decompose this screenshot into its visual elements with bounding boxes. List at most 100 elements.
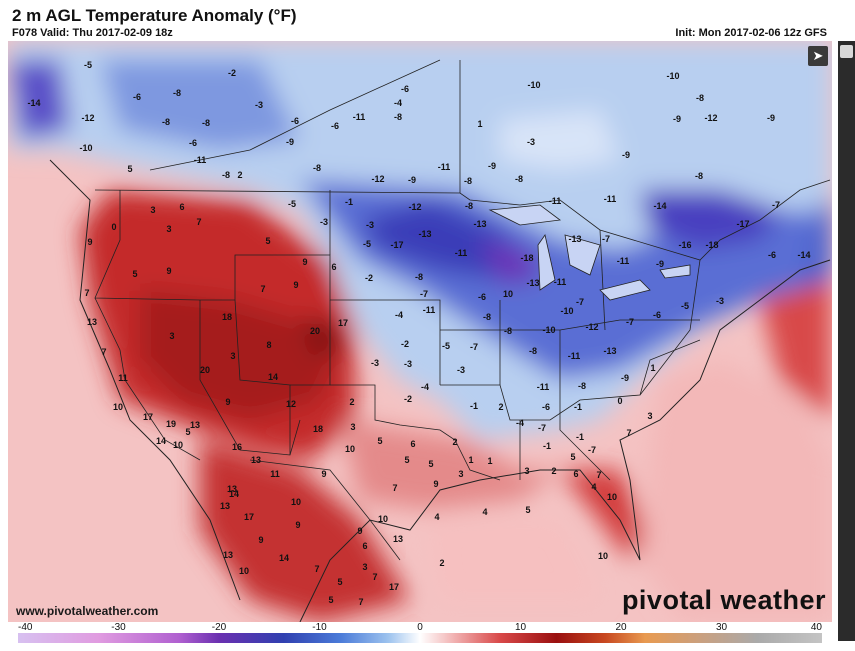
anomaly-label: 9 xyxy=(357,526,362,536)
anomaly-label: 5 xyxy=(328,595,333,605)
anomaly-label: -12 xyxy=(408,202,421,212)
anomaly-label: 12 xyxy=(286,399,296,409)
anomaly-label: -18 xyxy=(705,240,718,250)
anomaly-label: -11 xyxy=(554,277,567,287)
anomaly-label: -3 xyxy=(527,137,535,147)
anomaly-label: -12 xyxy=(585,322,598,332)
anomaly-label: 2 xyxy=(349,397,354,407)
anomaly-label: 13 xyxy=(251,455,261,465)
anomaly-label: 13 xyxy=(220,501,230,511)
anomaly-label: 0 xyxy=(617,396,622,406)
anomaly-label: -8 xyxy=(465,201,473,211)
anomaly-label: -8 xyxy=(695,171,703,181)
anomaly-label: 6 xyxy=(331,262,336,272)
anomaly-label: -7 xyxy=(626,317,634,327)
anomaly-label: 10 xyxy=(173,440,183,450)
anomaly-label: -3 xyxy=(255,100,263,110)
anomaly-label: -8 xyxy=(578,381,586,391)
anomaly-label: 11 xyxy=(270,469,280,479)
anomaly-label: 7 xyxy=(596,470,601,480)
anomaly-label: -11 xyxy=(568,351,581,361)
anomaly-shading xyxy=(8,41,832,622)
anomaly-label: 4 xyxy=(482,507,487,517)
anomaly-label: 5 xyxy=(132,269,137,279)
anomaly-label: 14 xyxy=(156,436,166,446)
anomaly-label: -9 xyxy=(621,373,629,383)
anomaly-label: -1 xyxy=(543,441,551,451)
anomaly-label: 10 xyxy=(345,444,355,454)
anomaly-label: -12 xyxy=(371,174,384,184)
legend-tick-label: -40 xyxy=(18,622,33,633)
anomaly-label: 13 xyxy=(223,550,233,560)
anomaly-label: -8 xyxy=(415,272,423,282)
map-canvas: -5-2-6 -8-14-12-10-8 -8-3-6-9-6-11-8-6-11-… xyxy=(8,41,832,622)
anomaly-label: 20 xyxy=(310,326,320,336)
anomaly-label: 5 xyxy=(185,427,190,437)
anomaly-label: -11 xyxy=(455,248,468,258)
temperature-anomaly-map[interactable]: -5 -2 -6 -8 -14 -12 -10 -8 -8 -3 -6 -9 -6 -11 -8 -6 -11-… xyxy=(8,41,832,622)
share-icon[interactable]: ➤ xyxy=(808,46,828,66)
anomaly-label: 10 xyxy=(239,566,249,576)
anomaly-label: 2 xyxy=(439,558,444,568)
anomaly-label: -7 xyxy=(588,445,596,455)
anomaly-label: -6 xyxy=(768,250,776,260)
anomaly-label: 2 xyxy=(452,437,457,447)
anomaly-label: -10 xyxy=(542,325,555,335)
anomaly-label: 3 xyxy=(524,466,529,476)
anomaly-label: -8 xyxy=(313,163,321,173)
anomaly-label: -14 xyxy=(797,250,810,260)
anomaly-label: -11 xyxy=(549,196,562,206)
anomaly-label: 4 xyxy=(591,482,596,492)
anomaly-label: -9 xyxy=(622,150,630,160)
anomaly-label: -7 xyxy=(602,234,610,244)
anomaly-label: 2 xyxy=(237,170,242,180)
anomaly-label: -8 xyxy=(529,346,537,356)
anomaly-label: 9 xyxy=(225,397,230,407)
anomaly-label: 9 xyxy=(321,469,326,479)
anomaly-label: -8 xyxy=(483,312,491,322)
anomaly-label: 10 xyxy=(503,289,513,299)
legend-tick-label: -30 xyxy=(111,622,126,633)
anomaly-label: -13 xyxy=(473,219,486,229)
anomaly-label: 5 xyxy=(404,455,409,465)
anomaly-label: 13 xyxy=(227,484,237,494)
anomaly-label: 4 xyxy=(434,512,439,522)
anomaly-label: -9 xyxy=(673,114,681,124)
anomaly-label: 7 xyxy=(196,217,201,227)
anomaly-label: -6 xyxy=(189,138,197,148)
anomaly-labels: -5-2-6 -8-14-12-10-8 -8-3-6-9-6-11-8-6-11-… xyxy=(27,60,810,607)
anomaly-label: 7 xyxy=(372,572,377,582)
anomaly-label: -8 xyxy=(515,174,523,184)
anomaly-label: -3 xyxy=(716,296,724,306)
anomaly-label: -8 xyxy=(173,88,181,98)
anomaly-label: 14 xyxy=(229,489,239,499)
anomaly-label: -9 xyxy=(767,113,775,123)
legend-colorbar xyxy=(18,633,822,643)
legend-tick-label: 0 xyxy=(417,622,423,633)
panel-handle[interactable] xyxy=(840,45,853,58)
anomaly-label: -3 xyxy=(371,358,379,368)
anomaly-label: -3 xyxy=(320,217,328,227)
anomaly-label: -5 xyxy=(288,199,296,209)
anomaly-label: -13 xyxy=(568,234,581,244)
anomaly-label: 17 xyxy=(338,318,348,328)
anomaly-label: -1 xyxy=(574,402,582,412)
color-legend: -40 -30 -20 -10 0 10 20 30 40 xyxy=(18,622,822,649)
anomaly-label: -8 xyxy=(696,93,704,103)
anomaly-label: -6 xyxy=(478,292,486,302)
anomaly-label: 5 xyxy=(570,452,575,462)
anomaly-label: 3 xyxy=(350,422,355,432)
anomaly-label: -8 xyxy=(394,112,402,122)
anomaly-label: -6 xyxy=(653,310,661,320)
anomaly-label: 3 xyxy=(458,469,463,479)
anomaly-label: -8 xyxy=(162,117,170,127)
legend-tick-label: 10 xyxy=(514,622,527,633)
anomaly-label: -7 xyxy=(772,200,780,210)
anomaly-label: 10 xyxy=(607,492,617,502)
anomaly-label: 5 xyxy=(525,505,530,515)
anomaly-label: -8 xyxy=(464,176,472,186)
anomaly-label: -11 xyxy=(423,305,436,315)
anomaly-label: 7 xyxy=(84,288,89,298)
anomaly-label: -8 xyxy=(504,326,512,336)
legend-tick-label: -20 xyxy=(211,622,227,633)
